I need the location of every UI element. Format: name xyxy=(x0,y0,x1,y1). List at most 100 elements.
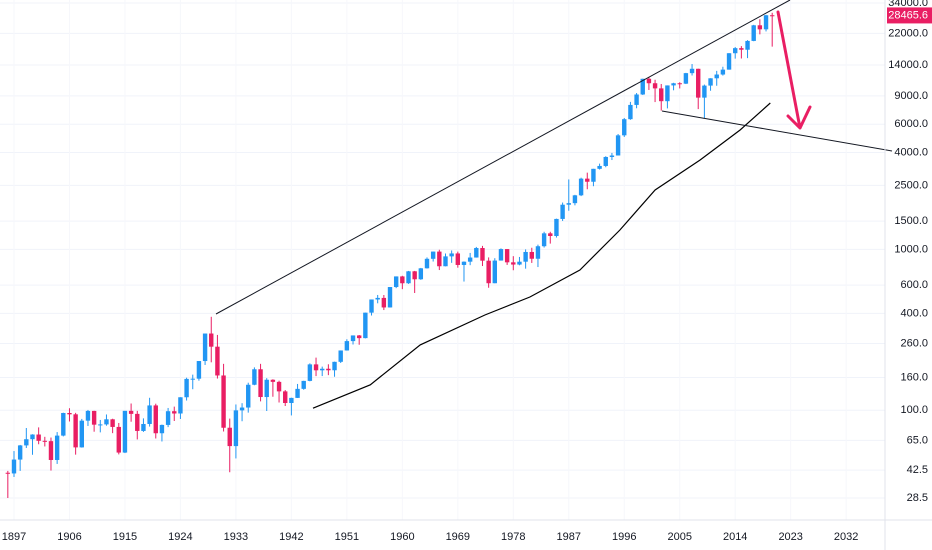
candle-body xyxy=(165,411,171,425)
x-tick-label: 1960 xyxy=(390,531,414,543)
candle-body xyxy=(511,262,516,265)
candle-body xyxy=(726,53,732,70)
y-tick-label: 65.0 xyxy=(907,434,928,446)
y-tick-label: 4000.0 xyxy=(894,146,928,158)
candle-body xyxy=(356,335,362,339)
candle-body xyxy=(733,48,738,54)
candle-body xyxy=(622,119,627,136)
candle-body xyxy=(424,258,430,269)
candle-body xyxy=(295,388,300,398)
candle-body xyxy=(745,40,750,50)
candle-body xyxy=(492,260,498,284)
candle-body xyxy=(529,251,534,259)
candle-body xyxy=(634,94,639,105)
trend-line xyxy=(215,0,791,315)
candle-body xyxy=(769,15,775,17)
y-tick-label: 2500.0 xyxy=(894,179,928,191)
candle-body xyxy=(326,368,331,371)
candle-body xyxy=(338,350,343,362)
candle-body xyxy=(350,335,356,342)
candle-body xyxy=(566,203,571,205)
candle-body xyxy=(683,73,689,84)
arrow xyxy=(776,10,812,130)
candle-body xyxy=(36,434,41,441)
y-tick-label: 14000.0 xyxy=(888,59,928,71)
candle-body xyxy=(215,346,220,376)
candles xyxy=(5,12,775,498)
y-tick-label: 1000.0 xyxy=(894,243,928,255)
candle-body xyxy=(751,25,756,41)
x-tick-label: 1897 xyxy=(2,531,26,543)
candle-body xyxy=(11,459,17,474)
candle-body xyxy=(320,368,325,371)
candle-body xyxy=(73,414,78,448)
x-tick-label: 2023 xyxy=(778,531,802,543)
candle-body xyxy=(671,83,676,86)
candle-body xyxy=(720,69,726,75)
y-tick-label: 6000.0 xyxy=(894,118,928,130)
y-tick-label: 28.5 xyxy=(907,492,928,504)
candle-body xyxy=(412,271,417,280)
candle-body xyxy=(178,397,183,414)
candle-body xyxy=(264,379,269,398)
candle-body xyxy=(548,233,553,236)
candle-body xyxy=(239,407,245,411)
candle-body xyxy=(541,233,547,247)
trend-line xyxy=(661,110,893,152)
candle-body xyxy=(560,204,565,219)
candle-body xyxy=(652,83,658,89)
candle-body xyxy=(258,369,263,398)
candle-body xyxy=(85,410,91,421)
candle-body xyxy=(387,287,393,308)
candle-body xyxy=(110,419,115,427)
price-tag xyxy=(887,7,932,24)
candle-body xyxy=(190,378,195,380)
candle-body xyxy=(61,412,66,436)
x-tick-label: 2005 xyxy=(667,531,691,543)
y-tick-label: 1500.0 xyxy=(894,215,928,227)
candle-body xyxy=(141,423,146,431)
candle-body xyxy=(665,85,670,102)
candle-body xyxy=(480,248,485,261)
x-tick-label: 1933 xyxy=(224,531,248,543)
y-tick-label: 9000.0 xyxy=(894,90,928,102)
candle-body xyxy=(708,78,713,86)
candle-body xyxy=(714,74,719,79)
candle-body xyxy=(677,83,682,85)
candle-body xyxy=(30,434,35,440)
candle-body xyxy=(659,88,664,102)
candle-body xyxy=(363,312,368,339)
candle-body xyxy=(609,155,615,157)
candle-body xyxy=(381,297,387,308)
y-tick-label: 42.5 xyxy=(907,464,928,476)
candle-body xyxy=(498,249,504,261)
x-tick-label: 1951 xyxy=(335,531,359,543)
candle-body xyxy=(159,424,165,434)
candle-body xyxy=(628,104,633,120)
candle-body xyxy=(474,248,479,258)
candle-body xyxy=(209,333,214,347)
candle-body xyxy=(98,424,103,426)
candle-body xyxy=(504,249,510,263)
candle-body xyxy=(313,364,319,371)
candle-body xyxy=(517,261,522,265)
x-tick-label: 1942 xyxy=(279,531,303,543)
candle-body xyxy=(283,391,288,403)
x-tick-label: 1924 xyxy=(168,531,192,543)
candle-body xyxy=(578,178,584,196)
candle-body xyxy=(739,48,744,50)
candle-body xyxy=(301,380,306,389)
candle-body xyxy=(307,364,313,381)
candle-body xyxy=(603,156,608,166)
candle-body xyxy=(42,440,48,442)
candle-body xyxy=(332,361,337,371)
y-tick-label: 600.0 xyxy=(900,279,928,291)
y-tick-label: 100.0 xyxy=(900,404,928,416)
candle-body xyxy=(763,15,769,30)
candle-body xyxy=(591,168,596,182)
candle-body xyxy=(640,78,645,95)
candle-body xyxy=(400,276,405,284)
